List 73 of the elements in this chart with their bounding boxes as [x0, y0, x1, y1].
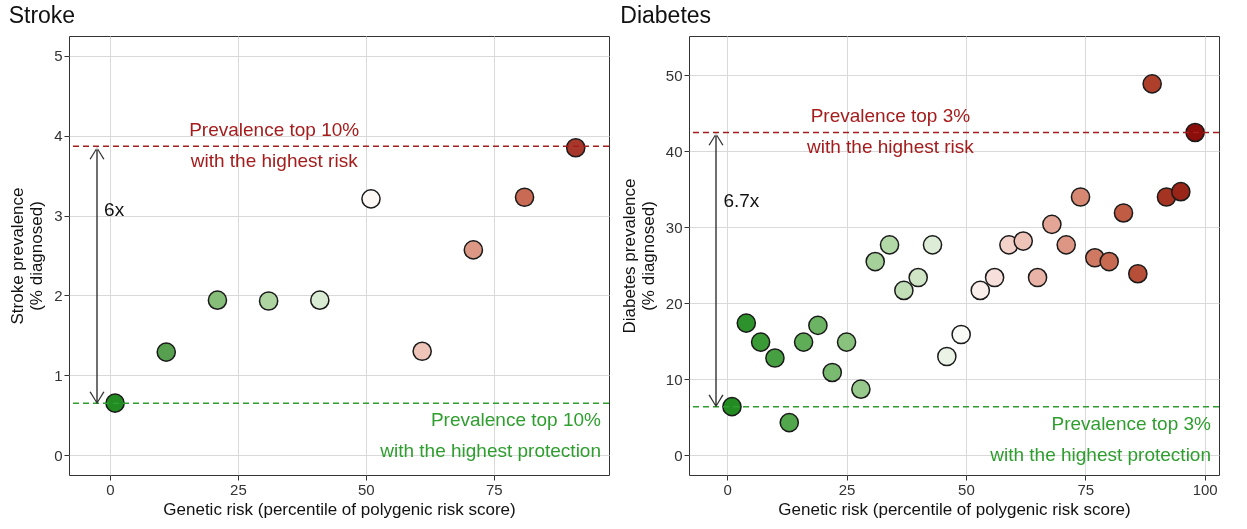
y-tick-label: 2	[54, 286, 63, 304]
point	[722, 396, 742, 417]
x-tick-label: 25	[838, 480, 856, 498]
point	[836, 332, 857, 352]
point	[565, 137, 586, 158]
annotation: 6.7x	[723, 190, 760, 211]
y-tick-label: 30	[665, 218, 683, 236]
y-tick-label: 10	[665, 370, 683, 388]
point	[879, 235, 900, 255]
chart-title: Diabetes	[620, 2, 712, 28]
point	[765, 348, 785, 368]
y-axis-title: Stroke prevalence (% diagnosed)	[8, 187, 47, 325]
point	[1170, 181, 1191, 202]
point	[1056, 235, 1077, 255]
point	[412, 341, 433, 362]
chart-title: Stroke	[8, 2, 76, 28]
point	[908, 267, 929, 288]
point	[1070, 187, 1091, 207]
annotation: 6x	[104, 199, 125, 221]
point	[105, 393, 125, 413]
y-tick-label: 50	[665, 66, 683, 84]
ref-line-label: Prevalence top 3% with the highest protection	[989, 412, 1212, 465]
x-tick-label: 75	[1077, 480, 1095, 498]
point	[951, 324, 971, 345]
x-axis-title: Genetic risk (percentile of polygenic risk score)	[778, 499, 1131, 519]
y-tick-label: 40	[665, 142, 683, 160]
point	[1185, 122, 1205, 143]
y-tick-label: 3	[54, 207, 63, 225]
point	[258, 291, 279, 311]
x-tick-label: 50	[358, 480, 375, 498]
point	[309, 290, 330, 311]
x-tick-label: 100	[1192, 480, 1218, 498]
ref-line-label: Prevalence top 3% with the highest risk	[805, 105, 975, 158]
point	[793, 332, 814, 352]
x-tick-label: 50	[958, 480, 975, 498]
point	[1013, 231, 1034, 251]
x-axis-title: Genetic risk (percentile of polygenic risk score)	[163, 499, 516, 519]
y-tick-label: 20	[665, 294, 683, 312]
point	[937, 346, 957, 367]
point	[865, 251, 886, 272]
y-tick-label: 0	[54, 446, 63, 464]
y-tick-label: 5	[54, 47, 63, 65]
point	[970, 280, 991, 301]
y-tick-label: 4	[54, 127, 63, 145]
x-tick-label: 0	[723, 480, 732, 498]
ref-line-label: Prevalence top 10% with the highest protection	[379, 409, 602, 462]
point	[822, 362, 843, 383]
point	[1042, 214, 1062, 235]
x-tick-label: 25	[230, 480, 247, 498]
point	[736, 313, 757, 333]
point	[1099, 251, 1120, 272]
point	[922, 235, 943, 255]
point	[207, 290, 228, 311]
point	[1027, 267, 1048, 288]
point	[463, 240, 484, 260]
point	[984, 267, 1005, 288]
point	[894, 280, 914, 301]
y-tick-label: 0	[674, 446, 683, 464]
point	[779, 412, 800, 433]
x-tick-label: 0	[106, 480, 115, 498]
point	[1113, 203, 1134, 223]
point	[156, 342, 177, 362]
y-axis-title: Diabetes prevalence (% diagnosed)	[619, 178, 658, 334]
ref-line-label: Prevalence top 10% with the highest risk	[189, 119, 360, 172]
point	[1142, 74, 1162, 94]
x-tick-label: 75	[485, 480, 503, 498]
point	[514, 187, 535, 208]
point	[1128, 263, 1148, 284]
point	[808, 315, 828, 336]
point	[750, 332, 771, 352]
point	[851, 379, 871, 399]
y-tick-label: 1	[54, 366, 63, 384]
point	[361, 189, 381, 209]
